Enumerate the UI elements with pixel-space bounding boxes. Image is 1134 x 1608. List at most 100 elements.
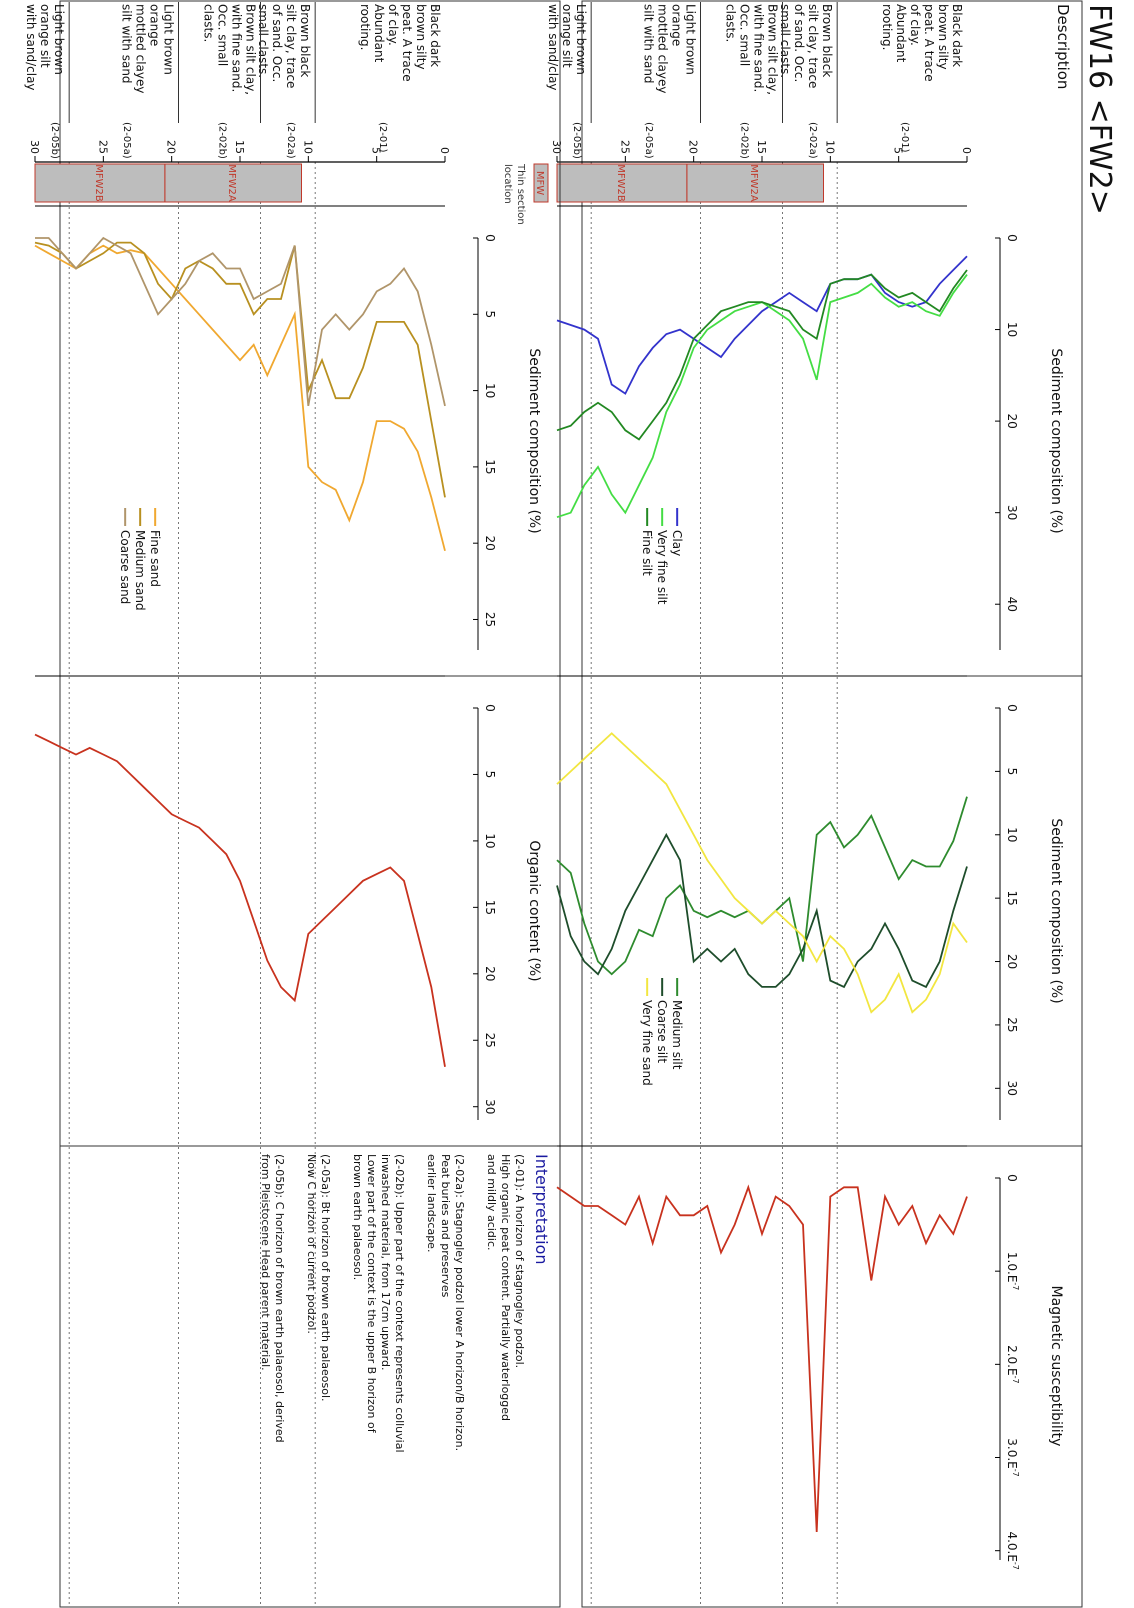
x-tick-label: 20 (483, 536, 497, 551)
thin-section-legend-box (533, 163, 549, 203)
interpretation-line: (2-02a): Stagnogley podzol lower A horiz… (453, 1154, 466, 1451)
unit-description-line: Occ. small (738, 4, 752, 66)
series-line (34, 733, 446, 1067)
x-tick-exponent: -7 (1011, 1282, 1020, 1290)
legend-label: Clay (670, 530, 684, 556)
unit-description-line: orange (670, 4, 684, 46)
x-tick-label: 0 (1005, 1174, 1019, 1182)
x-tick-label: 10 (483, 383, 497, 398)
interpretation-line: and mildly acidic. (485, 1154, 498, 1251)
unit-description-line: orange (148, 4, 162, 46)
x-tick-label: 20 (1005, 413, 1019, 428)
unit-description-line: small clasts. (778, 4, 792, 78)
series-line (556, 1184, 968, 1533)
x-tick-label: 5 (483, 310, 497, 318)
interpretation-line: (2-05b): C horizon of brown earth palaeo… (273, 1154, 286, 1443)
series-line (35, 236, 446, 407)
unit-code-label: (2-02b) (739, 122, 750, 159)
unit-description-line: with fine sand. (230, 4, 244, 92)
x-tick-label: 30 (1005, 505, 1019, 520)
interpretation-line: brown earth palaeosol. (351, 1154, 364, 1280)
depth-tick-label: 5 (892, 147, 905, 154)
x-tick-label: 4.0.E-7 (1005, 1531, 1020, 1569)
x-tick-label: 10 (483, 833, 497, 848)
depth-tick-label: 30 (550, 140, 563, 154)
interpretation-line: Lower part of the context is the upper B… (365, 1154, 378, 1434)
unit-description-line: Brown silt clay, (244, 4, 258, 95)
legend-label: Coarse sand (118, 530, 132, 604)
unit-description-line: peat. A trace (922, 4, 936, 82)
interpretation-line: from Pleistocene Head parent material. (259, 1154, 272, 1371)
unit-description-line: Brown black (820, 4, 834, 77)
depth-tick-label: 30 (28, 140, 41, 154)
unit-description-line: of clay. (908, 4, 922, 46)
legend-label: Coarse silt (655, 1000, 669, 1063)
depth-tick-label: 10 (823, 140, 836, 154)
thin-section-box (556, 163, 688, 203)
series-line (556, 832, 968, 989)
depth-tick-label: 25 (96, 140, 109, 154)
legend-label: Medium silt (670, 1000, 684, 1070)
unit-description-line: mottled clayey (134, 4, 148, 93)
depth-tick-label: 25 (618, 140, 631, 154)
unit-description-line: Abundant (372, 4, 386, 63)
interpretation-line: Now C horizon of current podzol. (305, 1154, 318, 1334)
series-line (556, 255, 968, 395)
interpretation-line: (2-05a): Bt horizon of brown earth palae… (319, 1154, 332, 1402)
legend-label: Very fine sand (640, 1000, 654, 1086)
depth-tick-label: 5 (370, 147, 383, 154)
interpretation-line: (2-01): A horizon of stagnogley podzol. (513, 1154, 526, 1368)
x-tick-label: 1.0.E-7 (1005, 1252, 1020, 1290)
unit-description-line: Abundant (894, 4, 908, 63)
depth-tick-label: 0 (438, 147, 451, 154)
x-tick-label: 3.0.E-7 (1005, 1438, 1020, 1476)
x-tick-label: 10 (1005, 322, 1019, 337)
thin-section-legend-text: Thin section (515, 163, 526, 225)
legend-label: Very fine silt (655, 530, 669, 605)
unit-description-line: silt clay, trace (806, 4, 820, 88)
panel-frame (581, 0, 1083, 1608)
thin-section-label: MFW2B (615, 164, 626, 202)
unit-code-label: (2-01) (377, 122, 388, 153)
unit-description-line: silt with sand (642, 4, 656, 84)
x-tick-label: 30 (1005, 1081, 1019, 1096)
depth-tick-label: 0 (960, 147, 973, 154)
unit-description-line: of sand. Occ. (270, 4, 284, 82)
interpretation-line: High organic peat content. Partially wat… (499, 1154, 512, 1421)
x-tick-label: 40 (1005, 597, 1019, 612)
thin-section-box (34, 163, 166, 203)
series-line (556, 269, 968, 441)
x-tick-label: 0 (483, 234, 497, 242)
x-tick-label: 0 (1005, 234, 1019, 242)
unit-description-line: with fine sand. (752, 4, 766, 92)
unit-description-line: orange silt (560, 4, 574, 68)
unit-description-line: orange silt (38, 4, 52, 68)
unit-description-line: Occ. small (216, 4, 230, 66)
series-line (556, 732, 968, 1014)
interpretation-line: inwashed material, from 17cm upward. (379, 1154, 392, 1370)
x-axis-title: Organic content (%) (526, 840, 542, 981)
unit-code-label: (2-02a) (285, 122, 296, 159)
unit-code-label: (2-05a) (643, 122, 654, 159)
thin-section-legend-code: MFW (534, 171, 545, 195)
interpretation-title: Interpretation (532, 1154, 551, 1265)
x-tick-exponent: -7 (1011, 1562, 1020, 1570)
x-tick-label: 15 (483, 459, 497, 474)
unit-description-line: rooting. (358, 4, 372, 50)
x-tick-exponent: -7 (1011, 1469, 1020, 1477)
x-axis-title: Magnetic susceptibility (1048, 1286, 1064, 1447)
unit-description-line: with sand/clay (24, 4, 38, 91)
unit-description-line: brown silty (414, 4, 428, 70)
unit-description-line: clasts. (202, 4, 216, 42)
unit-description-line: with sand/clay (546, 4, 560, 91)
x-tick-label: 15 (1005, 891, 1019, 906)
unit-description-line: Brown silt clay, (766, 4, 780, 95)
unit-code-label: (2-05b) (571, 122, 582, 159)
unit-code-label: (2-02b) (217, 122, 228, 159)
unit-code-label: (2-01) (899, 122, 910, 153)
interpretation-line: (2-02b): Upper part of the context repre… (393, 1154, 406, 1453)
description-header: Description (1054, 4, 1072, 89)
